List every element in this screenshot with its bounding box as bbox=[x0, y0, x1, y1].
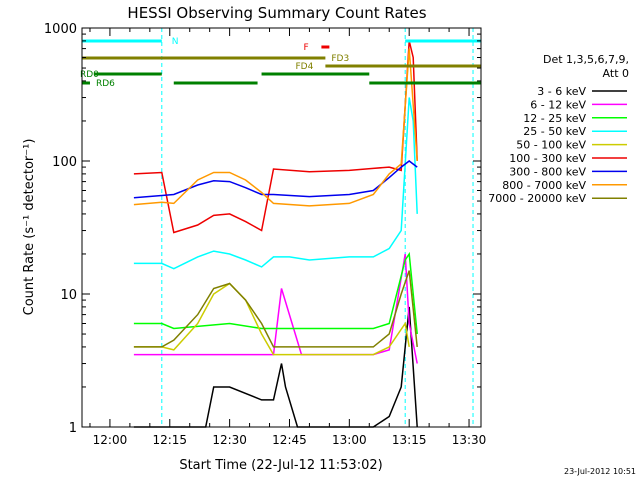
y-axis-label: Count Rate (s⁻¹ detector⁻¹) bbox=[22, 139, 37, 316]
legend-label-8: 7000 - 20000 keV bbox=[488, 192, 586, 205]
x-axis-label: Start Time (22-Jul-12 11:53:02) bbox=[179, 458, 382, 473]
series-line-2 bbox=[133, 251, 418, 335]
flag-label-fd3: FD3 bbox=[331, 54, 349, 64]
legend-label-4: 50 - 100 keV bbox=[516, 139, 586, 152]
legend-label-6: 300 - 800 keV bbox=[509, 165, 586, 178]
x-tick-label-4: 13:00 bbox=[332, 433, 367, 447]
x-tick-label-0: 12:00 bbox=[93, 433, 128, 447]
x-tick-label-5: 13:15 bbox=[392, 433, 427, 447]
series-line-7 bbox=[133, 48, 418, 207]
chart-title: HESSI Observing Summary Count Rates bbox=[127, 4, 426, 22]
flag-label-fd4: FD4 bbox=[295, 62, 313, 72]
legend-label-1: 6 - 12 keV bbox=[530, 98, 586, 111]
footer-date: 23-Jul-2012 10:51 bbox=[564, 467, 636, 476]
flag-label-f: F bbox=[303, 43, 308, 53]
plot-frame bbox=[81, 27, 482, 428]
flag-label-n: N bbox=[172, 37, 179, 47]
legend-label-7: 800 - 7000 keV bbox=[502, 179, 586, 192]
series-line-0 bbox=[133, 306, 418, 428]
series-line-1 bbox=[133, 253, 418, 364]
legend-label-0: 3 - 6 keV bbox=[537, 85, 586, 98]
flag-label-rd0: RD0 bbox=[80, 70, 99, 80]
legend-label-5: 100 - 300 keV bbox=[509, 152, 586, 165]
series-line-8 bbox=[133, 270, 418, 348]
series-line-6 bbox=[133, 160, 418, 199]
y-tick-label-1: 10 bbox=[60, 288, 77, 303]
y-tick-label-3: 1000 bbox=[44, 22, 77, 37]
series-line-3 bbox=[133, 97, 418, 270]
legend-title-line-1: Det 1,3,5,6,7,9, bbox=[543, 53, 629, 66]
y-tick-label-2: 100 bbox=[52, 155, 77, 170]
x-tick-label-3: 12:45 bbox=[272, 433, 307, 447]
x-tick-label-1: 12:15 bbox=[152, 433, 187, 447]
legend-title-line-2: Att 0 bbox=[603, 67, 629, 80]
legend-label-2: 12 - 25 keV bbox=[523, 112, 586, 125]
x-tick-label-6: 13:30 bbox=[452, 433, 487, 447]
x-tick-label-2: 12:30 bbox=[212, 433, 247, 447]
y-tick-label-0: 1 bbox=[69, 421, 77, 436]
flag-label-rd6: RD6 bbox=[96, 79, 115, 89]
legend-label-3: 25 - 50 keV bbox=[523, 125, 586, 138]
